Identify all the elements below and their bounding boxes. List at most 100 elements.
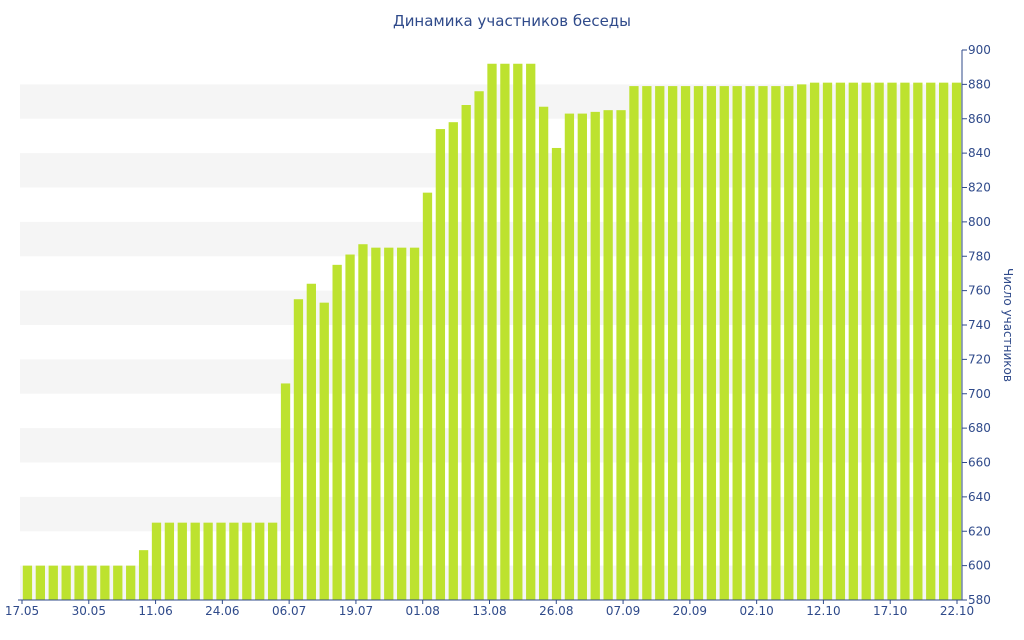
y-tick-label: 760 — [968, 284, 991, 298]
bar — [680, 86, 691, 600]
bar — [74, 565, 84, 600]
bar — [926, 82, 936, 600]
bar — [100, 565, 110, 600]
bar — [61, 565, 71, 600]
bar — [758, 86, 768, 600]
y-tick-label: 620 — [968, 524, 991, 538]
x-tick-label: 17.10 — [873, 604, 907, 618]
x-tick-label: 17.05 — [5, 604, 39, 618]
bar — [655, 86, 665, 600]
bar — [126, 565, 136, 600]
bar — [797, 84, 807, 600]
bar — [384, 247, 394, 600]
y-tick-label: 860 — [968, 112, 991, 126]
bar-series — [22, 63, 962, 600]
bar — [448, 122, 458, 600]
bar — [551, 147, 562, 600]
bar — [293, 299, 304, 600]
x-tick-label: 06.07 — [272, 604, 306, 618]
bar — [603, 110, 613, 600]
x-tick-label: 07.09 — [606, 604, 640, 618]
bar — [371, 247, 381, 600]
bar — [422, 192, 433, 600]
bar — [564, 113, 575, 600]
bar — [693, 86, 704, 600]
bar — [732, 86, 742, 600]
bar — [629, 86, 639, 600]
bar — [706, 86, 717, 600]
bar — [113, 565, 123, 600]
bar — [745, 86, 755, 600]
bar — [435, 129, 446, 600]
bar — [616, 110, 626, 600]
bar — [951, 82, 962, 600]
y-tick-label: 820 — [968, 181, 991, 195]
bar — [319, 302, 329, 600]
y-tick-labels: 580 600 620 640 660 680 700 720 740 760 780 800 820 8… — [962, 43, 991, 607]
y-tick-label: 580 — [968, 593, 991, 607]
bar — [513, 63, 523, 600]
bar — [190, 522, 200, 600]
y-tick-label: 800 — [968, 215, 991, 229]
y-tick-label: 640 — [968, 490, 991, 504]
bar — [538, 106, 549, 600]
y-tick-label: 720 — [968, 352, 991, 366]
x-tick-label: 20.09 — [673, 604, 707, 618]
x-tick-label: 12.10 — [806, 604, 840, 618]
bar — [35, 565, 46, 600]
bar — [255, 522, 265, 600]
bar — [164, 522, 175, 600]
x-tick-label: 11.06 — [138, 604, 172, 618]
bar — [577, 113, 587, 600]
bar — [22, 565, 33, 600]
bar — [784, 86, 794, 600]
bar — [861, 82, 871, 600]
y-tick-label: 900 — [968, 43, 991, 57]
bar — [526, 63, 536, 600]
y-tick-label: 600 — [968, 559, 991, 573]
y-tick-label: 880 — [968, 77, 991, 91]
y-tick-label: 840 — [968, 146, 991, 160]
bar — [590, 111, 600, 600]
bar — [487, 63, 497, 600]
bar — [138, 550, 149, 600]
bar — [938, 82, 949, 600]
bar — [332, 264, 342, 600]
chart-title: Динамика участников беседы — [392, 12, 632, 30]
bar — [668, 86, 678, 600]
bar — [177, 522, 187, 600]
bar — [229, 522, 239, 600]
x-tick-label: 30.05 — [72, 604, 106, 618]
bar — [500, 63, 510, 600]
x-tick-label: 22.10 — [940, 604, 974, 618]
bar — [461, 105, 471, 600]
y-axis-title: Число участников — [1001, 268, 1015, 382]
x-tick-label: 01.08 — [406, 604, 440, 618]
x-tick-labels: 17.05 30.05 11.06 24.06 06.07 19.07 01.08 13.08… — [5, 600, 974, 618]
bar — [900, 82, 910, 600]
bar — [242, 522, 252, 600]
bar — [306, 283, 316, 600]
x-tick-label: 19.07 — [339, 604, 373, 618]
bar — [203, 522, 213, 600]
bar — [280, 383, 291, 600]
bar — [771, 86, 781, 600]
bar — [151, 522, 162, 600]
y-tick-label: 660 — [968, 456, 991, 470]
x-tick-label: 13.08 — [472, 604, 506, 618]
bar — [719, 86, 729, 600]
bar — [48, 565, 58, 600]
bar — [87, 565, 97, 600]
bar — [642, 86, 652, 600]
x-tick-label: 26.08 — [539, 604, 573, 618]
bar — [874, 82, 884, 600]
y-tick-label: 780 — [968, 249, 991, 263]
bar — [474, 91, 484, 600]
y-tick-label: 680 — [968, 421, 991, 435]
y-tick-label: 700 — [968, 387, 991, 401]
bar — [397, 247, 407, 600]
bar — [835, 82, 846, 600]
x-tick-label: 24.06 — [205, 604, 239, 618]
bar — [887, 82, 897, 600]
